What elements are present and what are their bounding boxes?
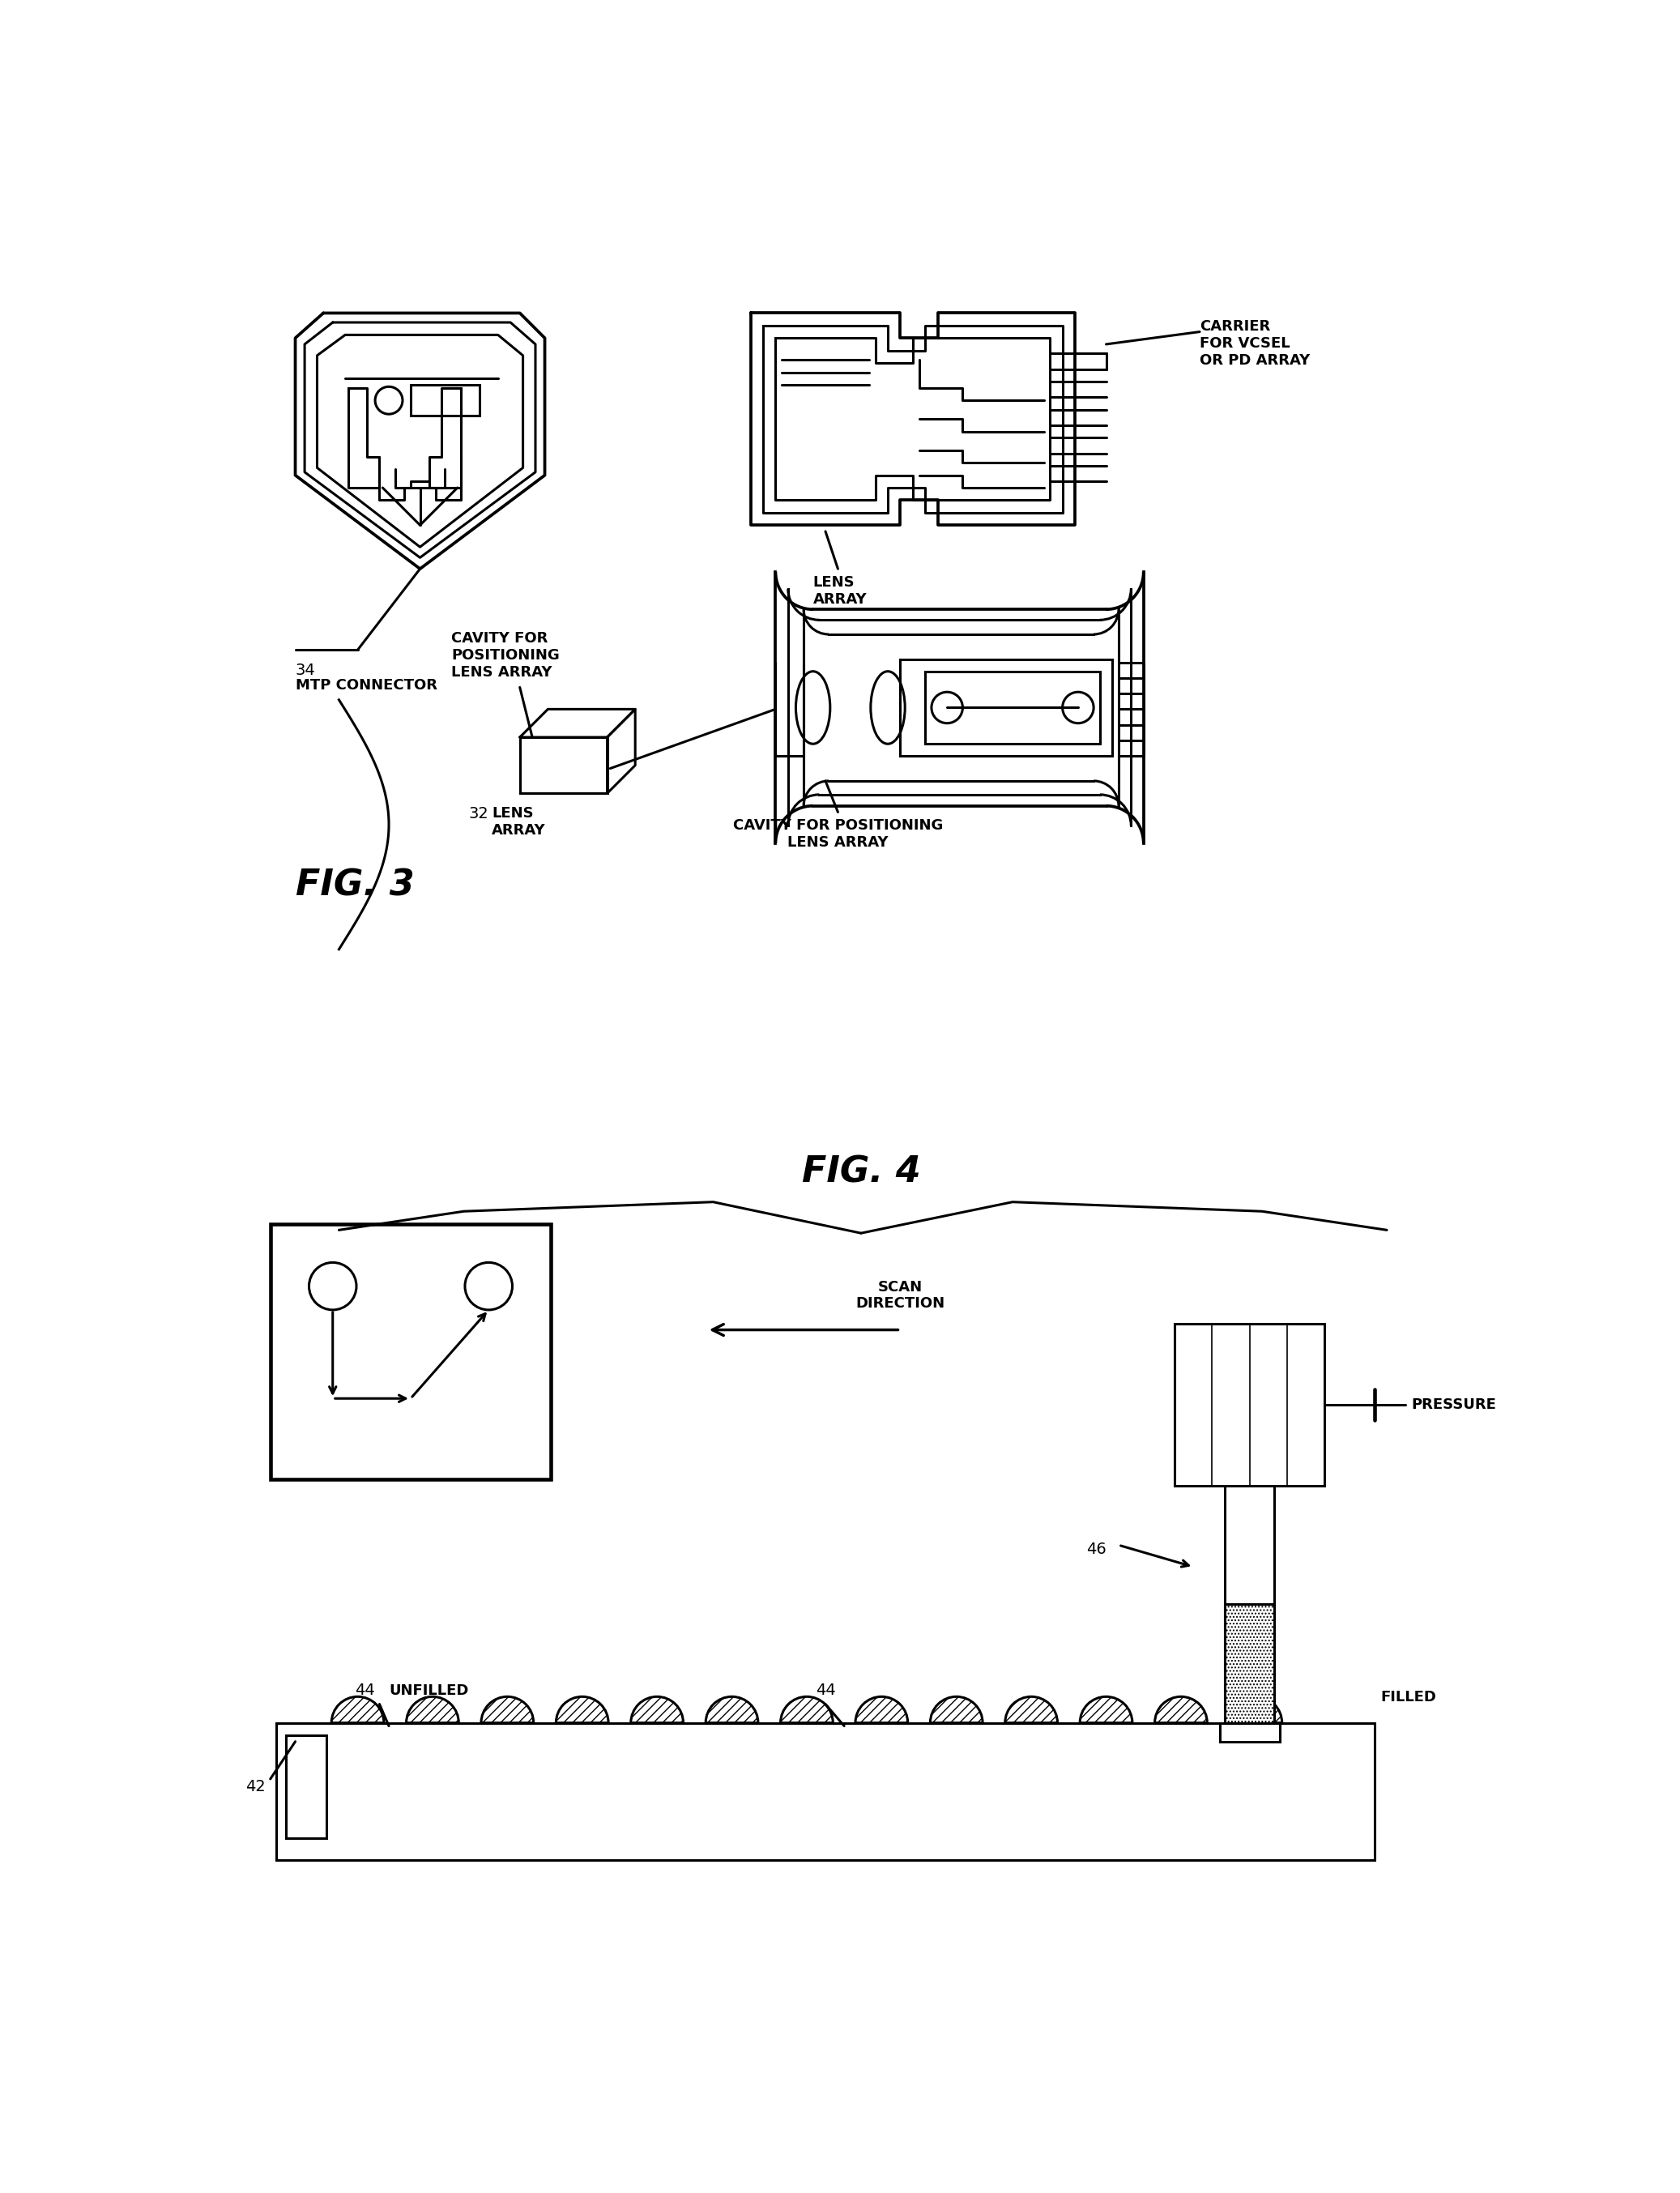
Bar [1225, 1605, 1275, 1724]
Bar [286, 1735, 326, 1838]
Text: FIG. 4: FIG. 4 [801, 1156, 921, 1191]
Text: 42: 42 [245, 1779, 265, 1794]
Wedge shape [1154, 1697, 1208, 1724]
Bar [1220, 1724, 1280, 1741]
Text: MTP CONNECTOR: MTP CONNECTOR [296, 678, 437, 693]
Wedge shape [781, 1697, 833, 1724]
Text: CARRIER
FOR VCSEL
OR PD ARRAY: CARRIER FOR VCSEL OR PD ARRAY [1200, 320, 1310, 368]
Bar [410, 384, 479, 417]
Text: 46: 46 [1085, 1542, 1105, 1557]
Bar [277, 1724, 1374, 1860]
Wedge shape [1005, 1697, 1057, 1724]
Text: FILLED: FILLED [1381, 1689, 1436, 1704]
Text: PRESSURE: PRESSURE [1411, 1397, 1497, 1412]
Text: CAVITY FOR
POSITIONING
LENS ARRAY: CAVITY FOR POSITIONING LENS ARRAY [452, 632, 559, 680]
Text: 44: 44 [354, 1682, 375, 1697]
Wedge shape [480, 1697, 534, 1724]
Bar [900, 660, 1112, 757]
Text: 44: 44 [815, 1682, 835, 1697]
Text: 32: 32 [469, 805, 489, 820]
Text: CAVITY FOR POSITIONING
LENS ARRAY: CAVITY FOR POSITIONING LENS ARRAY [732, 818, 942, 849]
Wedge shape [331, 1697, 383, 1724]
Text: 34: 34 [296, 662, 316, 678]
Text: LENS
ARRAY: LENS ARRAY [813, 575, 867, 607]
Bar [270, 1224, 551, 1480]
Text: FIG. 3: FIG. 3 [296, 868, 415, 904]
Text: LENS
ARRAY: LENS ARRAY [492, 805, 546, 838]
Wedge shape [407, 1697, 459, 1724]
Bar [519, 737, 606, 794]
Wedge shape [556, 1697, 608, 1724]
Wedge shape [931, 1697, 983, 1724]
Wedge shape [706, 1697, 758, 1724]
Wedge shape [1080, 1697, 1132, 1724]
Text: SCAN
DIRECTION: SCAN DIRECTION [855, 1281, 944, 1311]
Bar [1174, 1325, 1324, 1487]
Wedge shape [855, 1697, 907, 1724]
Wedge shape [632, 1697, 684, 1724]
Wedge shape [1230, 1697, 1282, 1724]
Text: UNFILLED: UNFILLED [388, 1684, 469, 1697]
Bar [926, 671, 1100, 743]
